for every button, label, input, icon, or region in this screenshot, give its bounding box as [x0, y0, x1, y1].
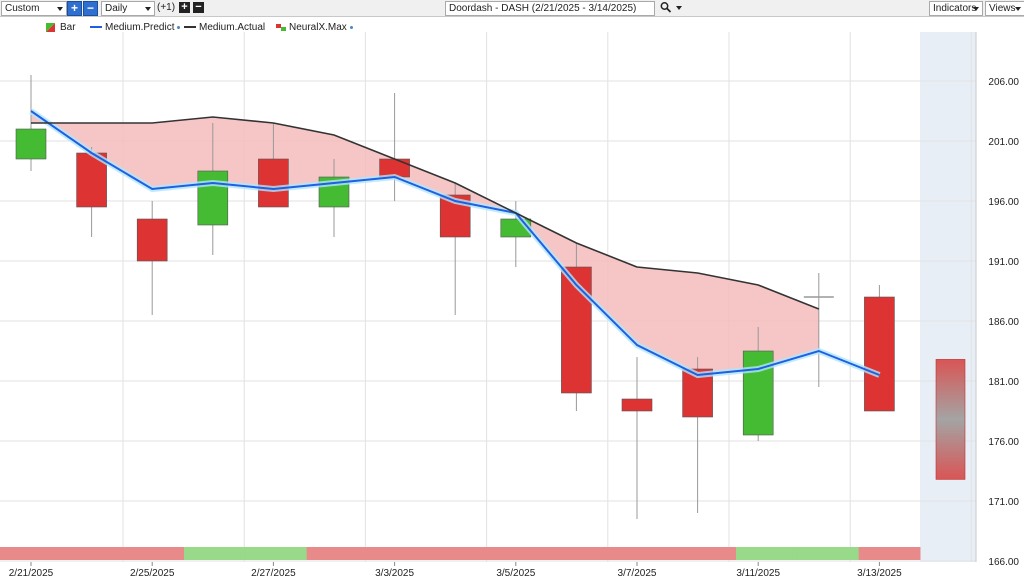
zoom-in-button[interactable]: +	[67, 1, 82, 16]
range-select-value: Custom	[5, 3, 40, 14]
y-tick-label: 181.00	[988, 377, 1019, 388]
period-select[interactable]: Daily	[101, 1, 155, 16]
signal-segment	[674, 547, 737, 560]
views-button[interactable]: Views	[985, 1, 1024, 16]
offset-minus-button[interactable]: −	[193, 2, 204, 13]
settings-dot-icon[interactable]	[177, 25, 181, 29]
signal-strip	[0, 547, 921, 560]
candle-body	[197, 170, 229, 226]
y-tick-label: 186.00	[988, 317, 1019, 328]
search-icon[interactable]	[660, 1, 672, 14]
forecast-bar	[935, 359, 966, 480]
signal-segment	[797, 547, 860, 560]
chart-title-box[interactable]: Doordash - DASH (2/21/2025 - 3/14/2025)	[445, 1, 655, 16]
indicators-button[interactable]: Indicators	[929, 1, 983, 16]
signal-segment	[613, 547, 676, 560]
y-tick-label: 176.00	[988, 437, 1019, 448]
legend-item-medium-actual[interactable]: Medium.Actual	[184, 22, 265, 34]
legend-label-predict: Medium.Predict	[105, 22, 175, 33]
signal-segment	[245, 547, 308, 560]
signal-segment	[306, 547, 369, 560]
signal-segment	[368, 547, 430, 560]
indicators-label: Indicators	[933, 3, 977, 14]
legend-label-neuralx: NeuralX.Max	[289, 22, 347, 33]
chart-title: Doordash - DASH (2/21/2025 - 3/14/2025)	[449, 3, 637, 14]
y-tick-label: 206.00	[988, 77, 1019, 88]
x-tick-label: 3/5/2025	[496, 568, 535, 579]
y-tick-label: 171.00	[988, 497, 1019, 508]
offset-label: (+1)	[157, 2, 176, 13]
candle-body	[864, 296, 895, 412]
x-tick-label: 3/3/2025	[375, 568, 414, 579]
x-tick-label: 3/7/2025	[618, 568, 657, 579]
y-tick-label: 166.00	[988, 557, 1019, 568]
predict-line-icon	[90, 26, 102, 29]
zoom-out-button[interactable]: −	[83, 1, 98, 16]
candle-body	[15, 128, 47, 160]
signal-segment	[184, 547, 246, 560]
candle-body	[258, 158, 289, 208]
candle-body	[621, 398, 653, 412]
legend-item-medium-predict[interactable]: Medium.Predict	[90, 22, 181, 34]
settings-dot-icon[interactable]	[349, 25, 353, 29]
x-tick-label: 3/13/2025	[857, 568, 902, 579]
x-tick-label: 3/11/2025	[736, 568, 780, 579]
signal-segment	[0, 547, 62, 560]
signal-segment	[736, 547, 798, 560]
y-tick-label: 201.00	[988, 137, 1019, 148]
actual-line	[31, 116, 820, 310]
search-dropdown-icon[interactable]	[676, 6, 682, 10]
toolbar: Custom + − Daily (+1) + − Doordash - DAS…	[0, 0, 1024, 17]
legend-label-bar: Bar	[60, 22, 76, 33]
signal-segment	[490, 547, 553, 560]
legend-item-neuralx-max[interactable]: NeuralX.Max	[276, 22, 353, 34]
x-tick-label: 2/21/2025	[9, 568, 54, 579]
y-axis: 206.00 201.00 196.00 191.00 186.00 181.00 176.…	[988, 77, 1019, 568]
candle-body	[136, 218, 168, 262]
y-tick-label: 191.00	[988, 257, 1019, 268]
offset-plus-button[interactable]: +	[179, 2, 190, 13]
range-select[interactable]: Custom	[1, 1, 67, 16]
signal-segment	[552, 547, 614, 560]
x-tick-label: 2/27/2025	[251, 568, 296, 579]
x-axis: 2/21/2025 2/25/2025 2/27/2025 3/3/2025 3/5/2…	[9, 562, 902, 579]
actual-line-icon	[184, 26, 196, 29]
neuralx-swatch-icon	[276, 23, 286, 31]
views-label: Views	[989, 3, 1016, 14]
forecast-region	[920, 32, 976, 562]
bar-swatch-icon	[46, 22, 55, 32]
signal-segment	[858, 547, 921, 560]
legend-label-actual: Medium.Actual	[199, 22, 266, 33]
x-tick-label: 2/25/2025	[130, 568, 175, 579]
signal-segment	[61, 547, 124, 560]
predict-line	[30, 110, 880, 377]
y-tick-label: 196.00	[988, 197, 1019, 208]
legend-item-bar[interactable]: Bar	[46, 22, 76, 34]
period-select-value: Daily	[105, 3, 128, 14]
signal-segment	[122, 547, 185, 560]
signal-segment	[429, 547, 492, 560]
